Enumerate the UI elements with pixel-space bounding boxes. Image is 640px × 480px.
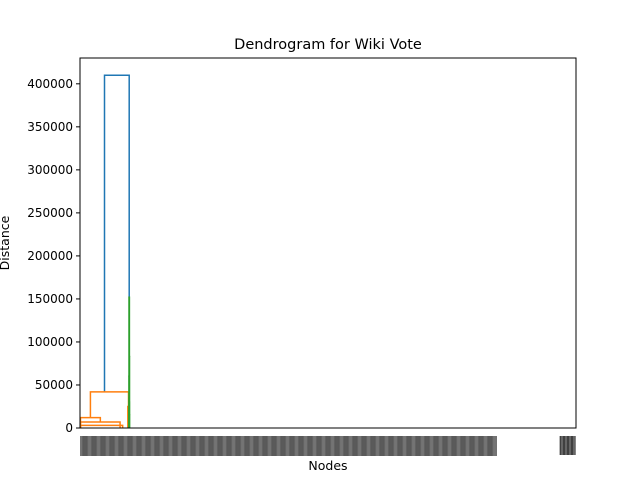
x-tick-labels [80, 436, 576, 456]
y-tick-label: 400000 [27, 77, 73, 91]
plot-frame [79, 57, 577, 429]
y-tick-label: 350000 [27, 120, 73, 134]
y-axis: 0 50000 100000 150000 200000 250000 300000 3500… [27, 77, 80, 435]
y-tick-label: 250000 [27, 206, 73, 220]
dendrogram-link-root-link [103, 74, 130, 392]
dendrogram-link-orange-left [79, 416, 102, 428]
y-tick-label: 200000 [27, 249, 73, 263]
y-axis-label: Distance [0, 215, 12, 270]
x-axis-label: Nodes [308, 458, 347, 473]
dendrogram-links [79, 74, 131, 428]
y-tick-label: 50000 [35, 378, 73, 392]
y-tick-label: 0 [65, 421, 73, 435]
y-tick-label: 150000 [27, 292, 73, 306]
y-tick-label: 100000 [27, 335, 73, 349]
y-tick-label: 300000 [27, 163, 73, 177]
chart-title: Dendrogram for Wiki Vote [234, 37, 422, 53]
